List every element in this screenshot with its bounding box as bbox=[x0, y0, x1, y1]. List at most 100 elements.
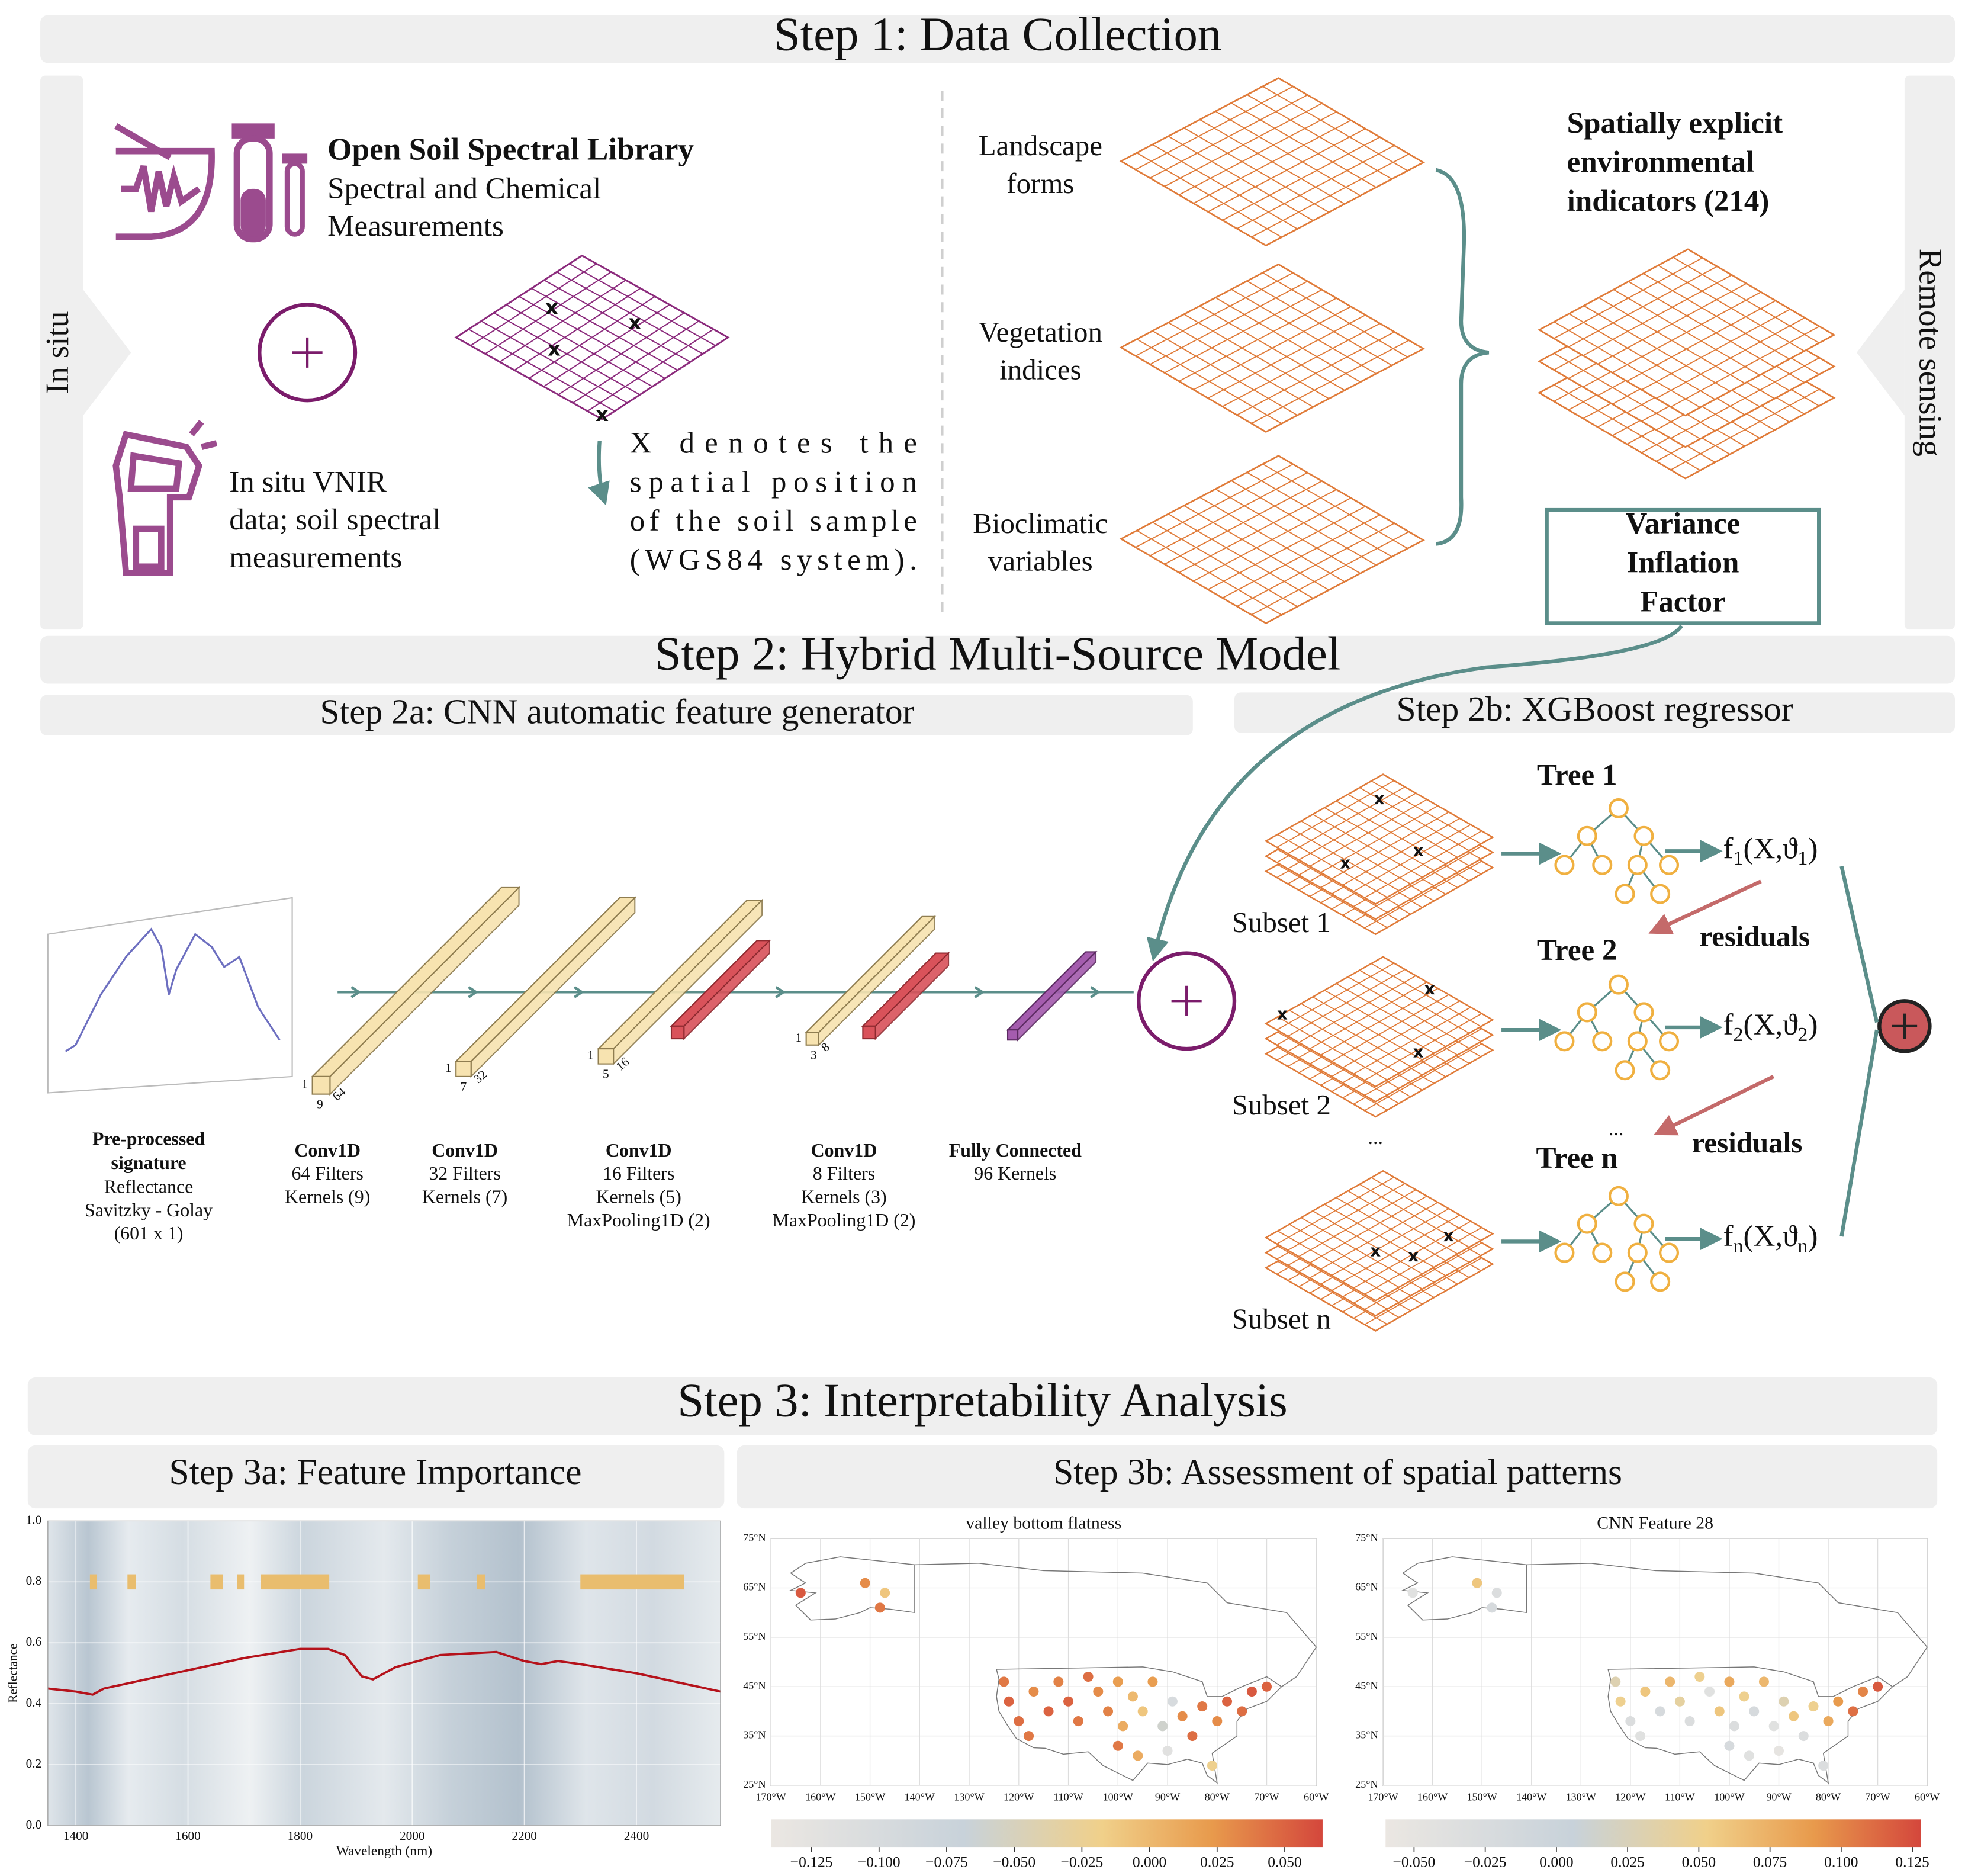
grid-rule bbox=[1371, 780, 1481, 844]
map-point bbox=[1118, 1721, 1128, 1732]
x-tick-label: 100°W bbox=[1714, 1791, 1745, 1803]
y-tick-label: 65°N bbox=[743, 1581, 766, 1593]
map-point bbox=[1112, 1740, 1123, 1751]
map-point bbox=[1177, 1711, 1188, 1721]
lab-icon bbox=[114, 123, 215, 240]
grid-rule bbox=[1364, 1242, 1482, 1310]
tree-label: Tree 1 bbox=[1537, 759, 1617, 792]
layer-name: Landscape bbox=[979, 129, 1102, 162]
map-point bbox=[1043, 1706, 1054, 1717]
map-point bbox=[999, 1676, 1009, 1687]
map-point bbox=[1724, 1740, 1735, 1751]
layer-grid bbox=[1119, 77, 1425, 247]
grid-rule bbox=[1246, 471, 1392, 558]
grid-rule bbox=[1262, 272, 1408, 358]
x-tick-label: 60°W bbox=[1304, 1791, 1329, 1803]
x-tick-label: 100°W bbox=[1103, 1791, 1134, 1803]
output-part: f bbox=[1723, 832, 1734, 865]
tube-fill bbox=[240, 188, 266, 237]
x-tick-label: 1800 bbox=[288, 1829, 313, 1843]
grid-rule bbox=[1364, 860, 1482, 929]
x-tick-label: 160°W bbox=[805, 1791, 836, 1803]
grid-rule bbox=[587, 329, 714, 412]
map-point bbox=[1625, 1716, 1636, 1727]
output-part: ) bbox=[1808, 832, 1818, 865]
layer-name: Vegetation bbox=[979, 316, 1102, 348]
input-spectrum bbox=[47, 897, 293, 1094]
map-point bbox=[1873, 1681, 1883, 1692]
vnir-text: measurements bbox=[229, 541, 402, 574]
grid-rule bbox=[1371, 963, 1481, 1027]
tree-node bbox=[1627, 855, 1648, 875]
grid-rule bbox=[1658, 265, 1805, 352]
grid-rule bbox=[1336, 800, 1446, 865]
banner bbox=[737, 1445, 1938, 1509]
map-point bbox=[1724, 1676, 1735, 1687]
grid-rule bbox=[543, 280, 691, 363]
sub-title: Step 2a: CNN automatic feature generator bbox=[320, 692, 915, 731]
grid-rule bbox=[1236, 331, 1395, 416]
grid-rule bbox=[1251, 153, 1410, 238]
map-point bbox=[1103, 1706, 1114, 1717]
step-title: Step 2: Hybrid Multi-Source Model bbox=[655, 628, 1341, 680]
map-point bbox=[1773, 1746, 1784, 1756]
tree-node bbox=[1659, 1031, 1680, 1052]
colorbar-label: 0.100 bbox=[1824, 1853, 1858, 1871]
dim-label: 1 bbox=[445, 1061, 452, 1075]
grid-rule bbox=[1262, 86, 1408, 172]
grid-rule bbox=[1222, 323, 1381, 407]
colorbar-label: 0.000 bbox=[1539, 1853, 1573, 1871]
importance-band bbox=[210, 1574, 223, 1590]
side-label: In situ bbox=[39, 311, 75, 394]
grid-rule bbox=[1342, 818, 1461, 886]
map-point bbox=[1729, 1721, 1739, 1732]
position-note: spatial position bbox=[630, 465, 917, 499]
grid-rule bbox=[1364, 830, 1482, 898]
tree-node bbox=[1554, 1242, 1575, 1263]
x-tick-label: 2200 bbox=[512, 1829, 537, 1843]
colorbar-label: 0.050 bbox=[1682, 1853, 1716, 1871]
y-tick-label: 35°N bbox=[743, 1729, 766, 1741]
map-point bbox=[1749, 1706, 1760, 1717]
vif-text: Inflation bbox=[1626, 546, 1739, 579]
block-front bbox=[1006, 1029, 1019, 1041]
output-part: 1 bbox=[1797, 847, 1808, 869]
grid-rule bbox=[1331, 994, 1449, 1062]
flow-arrow bbox=[468, 986, 479, 998]
x-tick-label: 160°W bbox=[1417, 1791, 1448, 1803]
output-part: ) bbox=[1808, 1008, 1818, 1042]
grid-rule bbox=[1236, 144, 1395, 229]
map-point bbox=[1197, 1701, 1208, 1712]
tree-node bbox=[1627, 1031, 1648, 1052]
side-panel bbox=[1904, 75, 1955, 630]
map-point bbox=[1694, 1672, 1705, 1682]
map-point bbox=[1014, 1716, 1024, 1727]
grid-rule bbox=[1364, 1043, 1482, 1112]
map-point bbox=[1237, 1706, 1247, 1717]
vnir-text: In situ VNIR bbox=[229, 465, 387, 499]
grid-rule bbox=[1320, 805, 1439, 873]
library-name: Open Soil Spectral Library bbox=[327, 131, 694, 166]
grid-rule bbox=[1231, 102, 1377, 188]
grid-rule bbox=[1626, 300, 1776, 382]
layer-block bbox=[311, 886, 521, 1096]
grid-rule bbox=[1236, 522, 1395, 607]
map-point bbox=[1823, 1716, 1834, 1727]
y-tick-label: 1.0 bbox=[26, 1512, 42, 1527]
tree-node bbox=[1577, 1213, 1597, 1234]
banner bbox=[40, 15, 1955, 63]
layer-block bbox=[1006, 950, 1098, 1042]
y-tick-label: 45°N bbox=[1355, 1679, 1378, 1691]
grid-rule bbox=[573, 320, 699, 404]
importance-band bbox=[417, 1574, 430, 1590]
subset-grid bbox=[1264, 956, 1494, 1088]
tree-node bbox=[1592, 1031, 1613, 1052]
sample-mark: x bbox=[1443, 1226, 1454, 1245]
map-point bbox=[1491, 1588, 1502, 1598]
grid-rule bbox=[1670, 326, 1820, 408]
residual-label: residuals bbox=[1692, 1126, 1803, 1159]
position-note: of the soil sample bbox=[630, 505, 917, 538]
colorbar-label: −0.025 bbox=[1464, 1853, 1507, 1871]
layer-grid bbox=[1119, 263, 1425, 433]
